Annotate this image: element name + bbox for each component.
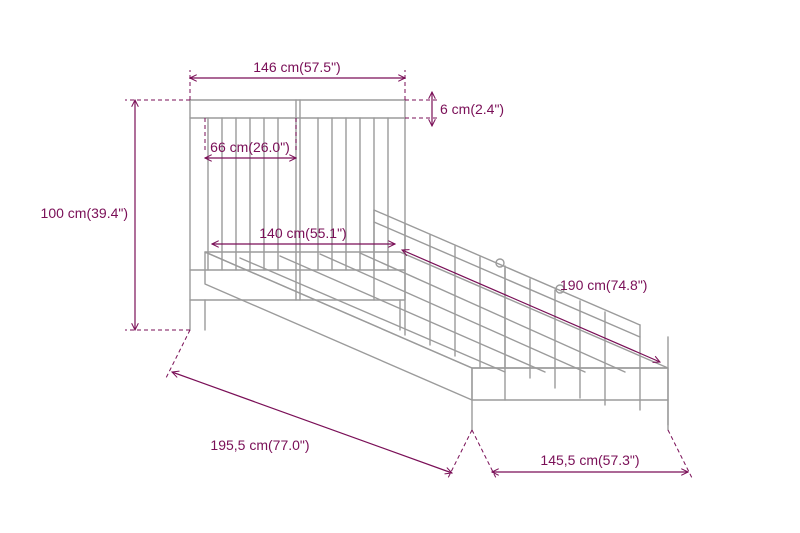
dim-headboard-panel: 66 cm(26.0"): [210, 139, 290, 155]
dim-rail-thickness: 6 cm(2.4"): [440, 101, 504, 117]
dim-inner-length: 190 cm(74.8"): [560, 277, 647, 293]
dim-outer-width: 145,5 cm(57.3"): [540, 452, 639, 468]
dim-outer-length: 195,5 cm(77.0"): [210, 437, 309, 453]
dim-headboard-height: 100 cm(39.4"): [41, 205, 128, 221]
dim-headboard-width: 146 cm(57.5"): [253, 59, 340, 75]
dim-inner-width: 140 cm(55.1"): [259, 225, 346, 241]
